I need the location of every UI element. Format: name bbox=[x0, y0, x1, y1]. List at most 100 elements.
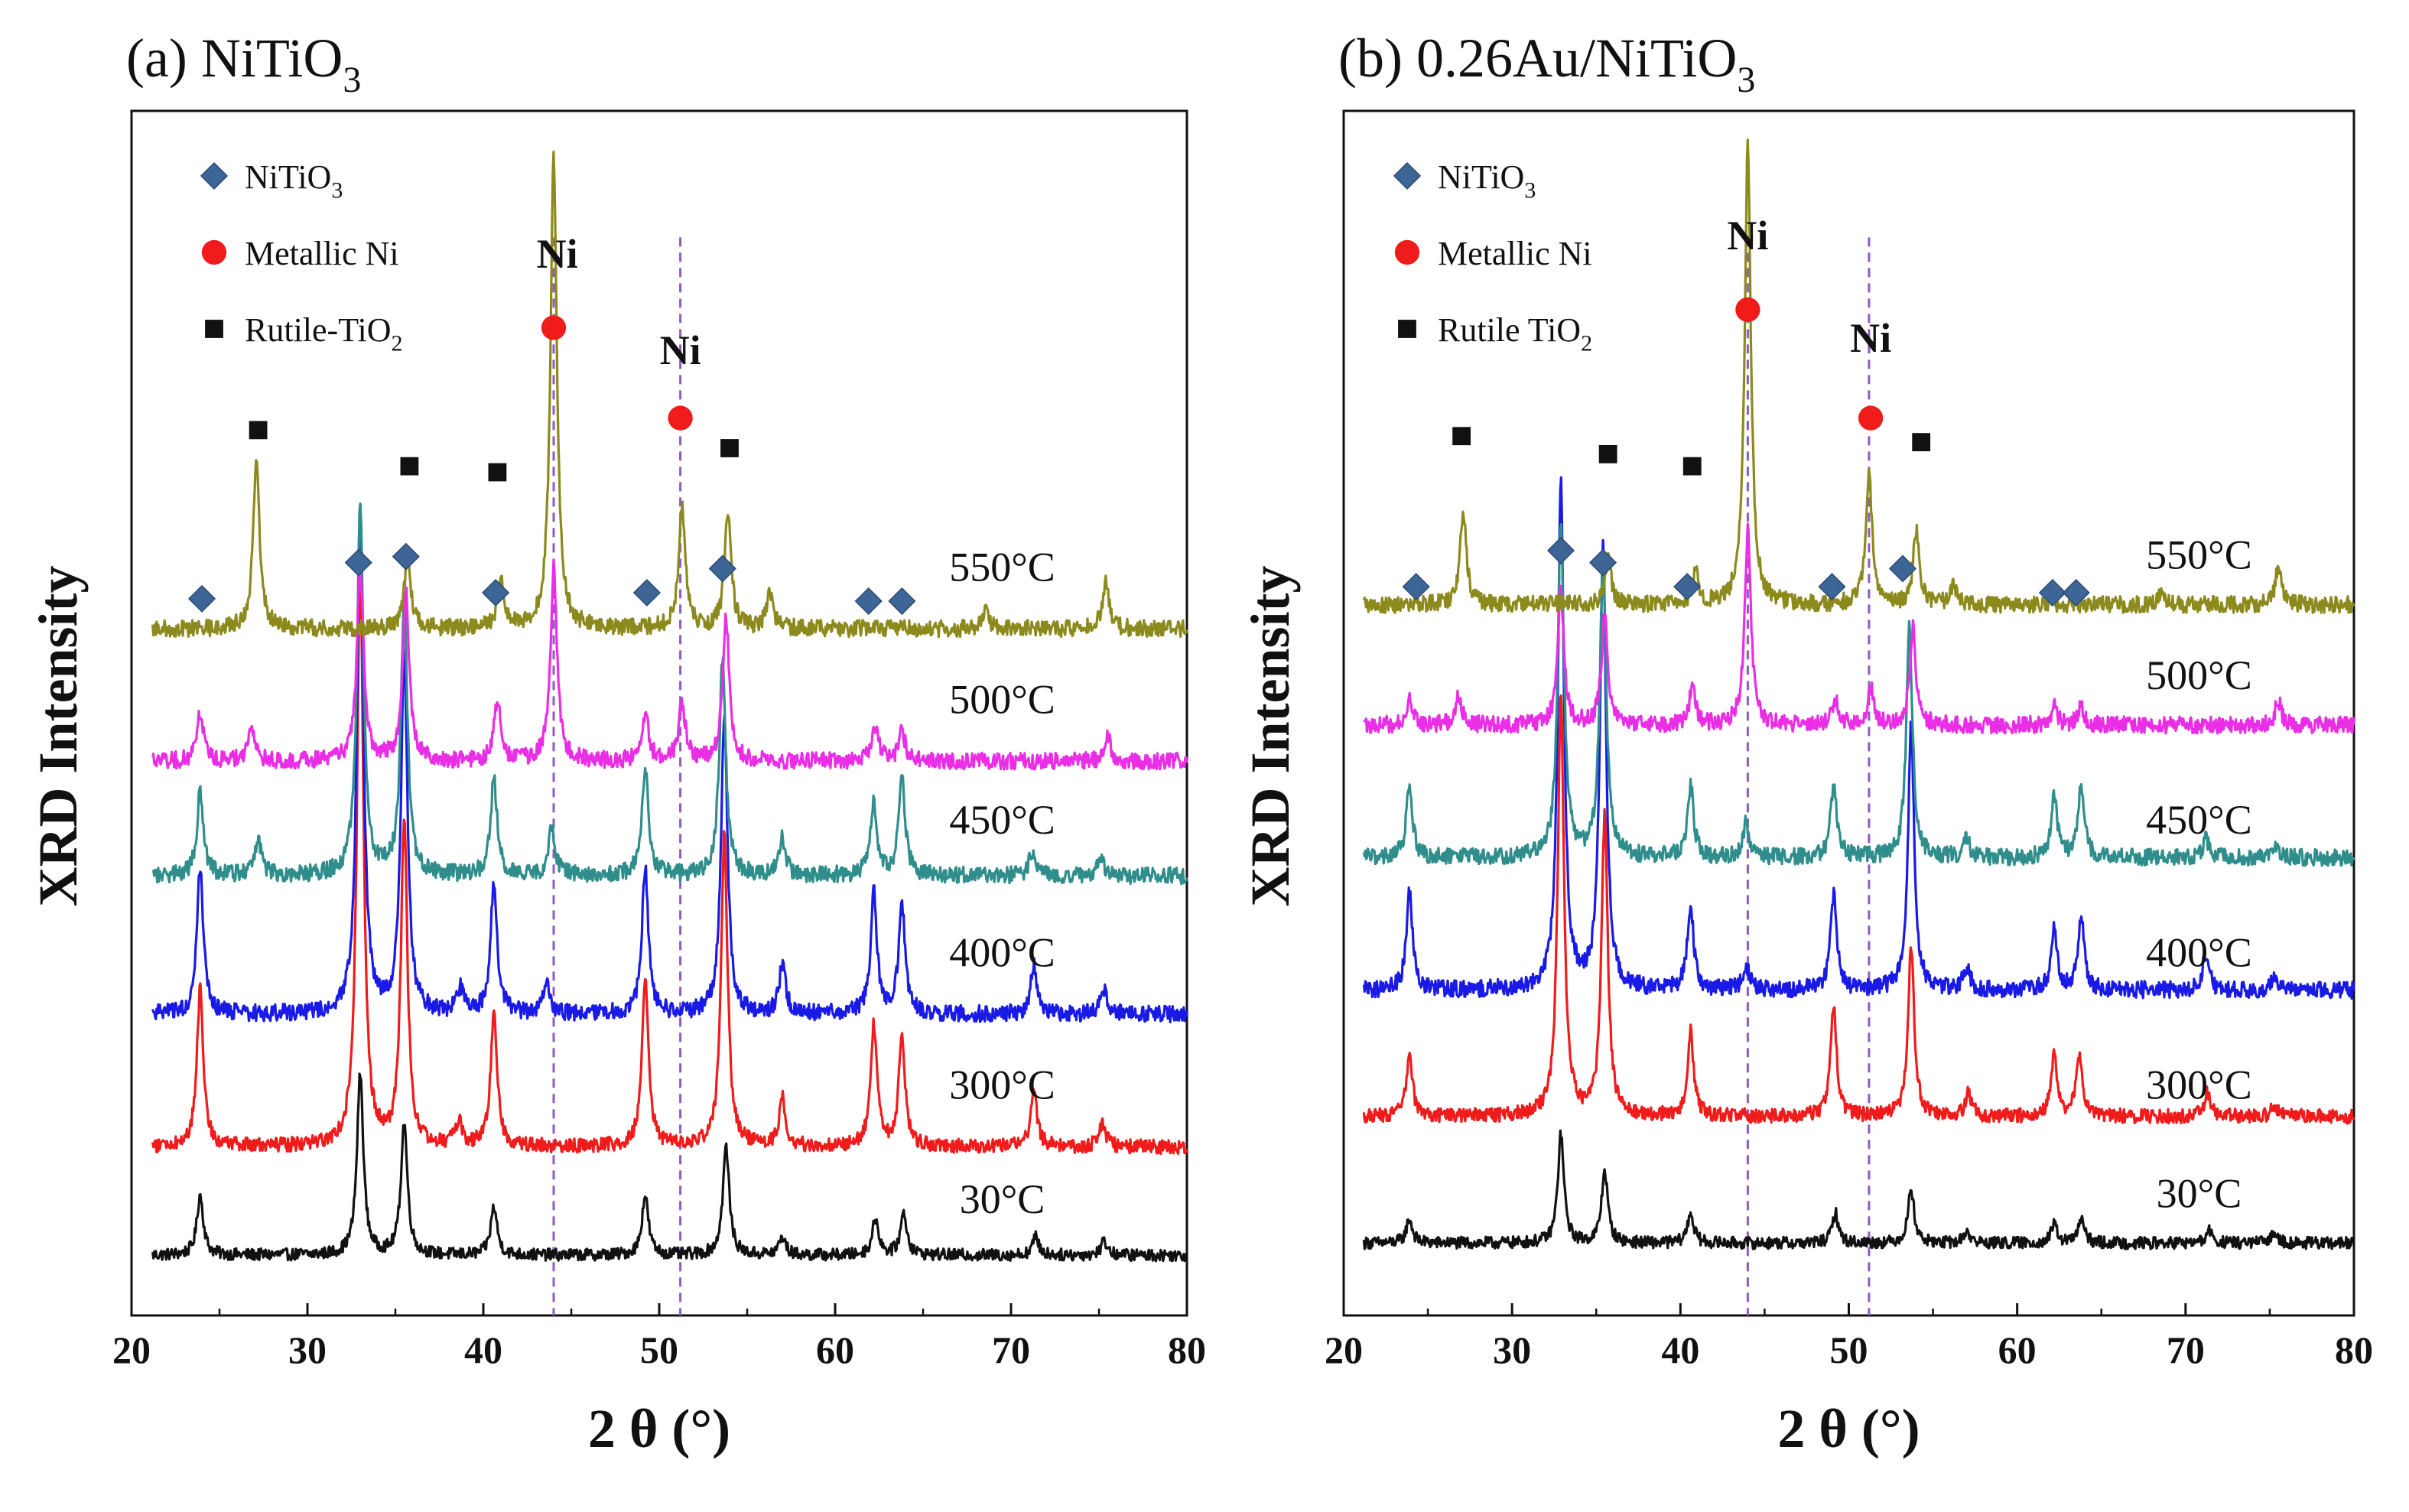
x-tick-label: 80 bbox=[2335, 1328, 2373, 1371]
peak-marker-diamond bbox=[1818, 573, 1846, 601]
y-axis-label: XRD Intensity bbox=[1240, 565, 1301, 906]
x-tick-label: 60 bbox=[816, 1328, 854, 1371]
legend-label-text: NiTiO bbox=[245, 158, 331, 196]
x-tick-label: 30 bbox=[1493, 1328, 1531, 1371]
peak-marker-diamond bbox=[1402, 573, 1430, 601]
legend-label: NiTiO3 bbox=[1438, 158, 1536, 203]
peak-marker-diamond bbox=[1546, 536, 1575, 564]
series-line-450°C bbox=[152, 502, 1188, 886]
series-line-450°C bbox=[1362, 523, 2355, 867]
legend-label-subscript: 3 bbox=[331, 177, 343, 203]
peak-marker-diamond bbox=[2062, 578, 2090, 607]
x-tick-label: 30 bbox=[288, 1328, 327, 1371]
legend-label: NiTiO3 bbox=[245, 158, 343, 203]
temperature-label: 550°C bbox=[949, 544, 1055, 590]
legend-label: Rutile-TiO2 bbox=[245, 311, 403, 356]
peak-marker-diamond bbox=[392, 542, 420, 571]
x-tick-label: 70 bbox=[2167, 1328, 2205, 1371]
panel-title-text: (a) NiTiO bbox=[126, 28, 343, 89]
peak-marker-square bbox=[488, 463, 507, 482]
legend-label-text: Rutile-TiO bbox=[245, 311, 392, 349]
x-tick-label: 20 bbox=[112, 1328, 151, 1371]
x-tick-label: 60 bbox=[1998, 1328, 2037, 1371]
legend-marker-circle bbox=[201, 239, 227, 265]
legend-label: Metallic Ni bbox=[245, 235, 399, 272]
ni-peak-label: Ni bbox=[1727, 213, 1768, 259]
peak-marker-diamond bbox=[854, 587, 883, 616]
legend-label-text: NiTiO bbox=[1438, 158, 1524, 196]
peak-marker-diamond bbox=[344, 548, 372, 577]
x-tick-label: 40 bbox=[1661, 1328, 1699, 1371]
legend-label-text: Metallic Ni bbox=[1438, 235, 1592, 272]
legend-marker-circle bbox=[1394, 239, 1420, 265]
temperature-label: 300°C bbox=[2146, 1062, 2252, 1108]
peak-marker-square bbox=[720, 439, 739, 457]
peak-marker-square bbox=[1912, 433, 1931, 452]
temperature-label: 500°C bbox=[2146, 652, 2252, 698]
peak-marker-diamond bbox=[2038, 578, 2066, 607]
plot-frame bbox=[1342, 109, 2355, 1317]
temperature-label: 300°C bbox=[949, 1062, 1055, 1108]
legend-marker-diamond bbox=[200, 161, 229, 190]
peak-marker-square bbox=[400, 457, 419, 476]
temperature-label: 500°C bbox=[949, 677, 1055, 723]
temperature-label: 30°C bbox=[2157, 1170, 2242, 1216]
temperature-label: 450°C bbox=[949, 797, 1055, 843]
x-tick-label: 40 bbox=[464, 1328, 502, 1371]
peak-marker-square bbox=[1452, 427, 1471, 446]
temperature-label: 450°C bbox=[2146, 797, 2252, 843]
series-line-500°C bbox=[151, 558, 1188, 771]
series-line-500°C bbox=[1363, 522, 2355, 735]
peak-marker-diamond bbox=[1588, 548, 1617, 577]
legend: NiTiO3 Metallic Ni Rutile TiO2 bbox=[1393, 158, 1592, 356]
legend: NiTiO3 Metallic Ni Rutile-TiO2 bbox=[200, 158, 403, 356]
peak-marker-square bbox=[1598, 444, 1617, 463]
peak-marker-diamond bbox=[482, 578, 510, 607]
temperature-label: 400°C bbox=[2146, 929, 2252, 975]
legend-label-text: Rutile TiO bbox=[1438, 311, 1581, 349]
peak-marker-circle bbox=[1858, 405, 1884, 431]
x-axis-label: 2 θ (°) bbox=[1777, 1398, 1920, 1459]
legend-marker-square bbox=[1398, 320, 1416, 338]
x-tick-label: 70 bbox=[992, 1328, 1030, 1371]
peak-marker-circle bbox=[668, 405, 693, 431]
panel-title-subscript: 3 bbox=[343, 60, 361, 100]
series-line-30°C bbox=[1362, 1129, 2355, 1250]
panel-title: (b) 0.26Au/NiTiO3 bbox=[1338, 28, 1755, 100]
x-axis-label: 2 θ (°) bbox=[588, 1398, 730, 1459]
temperature-label: 550°C bbox=[2146, 532, 2252, 578]
ni-peak-label: Ni bbox=[660, 327, 701, 373]
peak-marker-diamond bbox=[708, 554, 736, 583]
ni-peak-label: Ni bbox=[1850, 315, 1891, 361]
series-line-550°C bbox=[1362, 138, 2355, 614]
series-line-400°C bbox=[1362, 476, 2355, 1000]
legend-label-text: Metallic Ni bbox=[245, 235, 399, 272]
series-line-300°C bbox=[151, 558, 1188, 1156]
peak-marker-diamond bbox=[1673, 573, 1702, 601]
peak-marker-circle bbox=[541, 315, 567, 340]
series-line-550°C bbox=[151, 150, 1188, 639]
temperature-label: 30°C bbox=[960, 1176, 1045, 1222]
peak-marker-diamond bbox=[187, 584, 216, 613]
peak-marker-square bbox=[249, 421, 268, 440]
peak-marker-diamond bbox=[888, 587, 916, 616]
panel-title-subscript: 3 bbox=[1737, 60, 1755, 100]
legend-label-subscript: 2 bbox=[1581, 330, 1592, 356]
legend-marker-diamond bbox=[1393, 161, 1422, 190]
series-line-400°C bbox=[151, 502, 1188, 1024]
peak-marker-square bbox=[1682, 457, 1702, 476]
series-line-300°C bbox=[1362, 694, 2355, 1125]
y-axis-label: XRD Intensity bbox=[28, 565, 89, 906]
peak-marker-circle bbox=[1735, 297, 1760, 323]
panel-title-text: (b) 0.26Au/NiTiO bbox=[1338, 28, 1737, 89]
ni-peak-label: Ni bbox=[537, 231, 578, 277]
temperature-label: 400°C bbox=[949, 929, 1055, 975]
legend-label: Rutile TiO2 bbox=[1438, 311, 1592, 356]
legend-label-subscript: 2 bbox=[392, 330, 403, 356]
legend-label: Metallic Ni bbox=[1438, 235, 1592, 272]
peak-marker-diamond bbox=[632, 578, 661, 607]
x-tick-label: 50 bbox=[1830, 1328, 1868, 1371]
